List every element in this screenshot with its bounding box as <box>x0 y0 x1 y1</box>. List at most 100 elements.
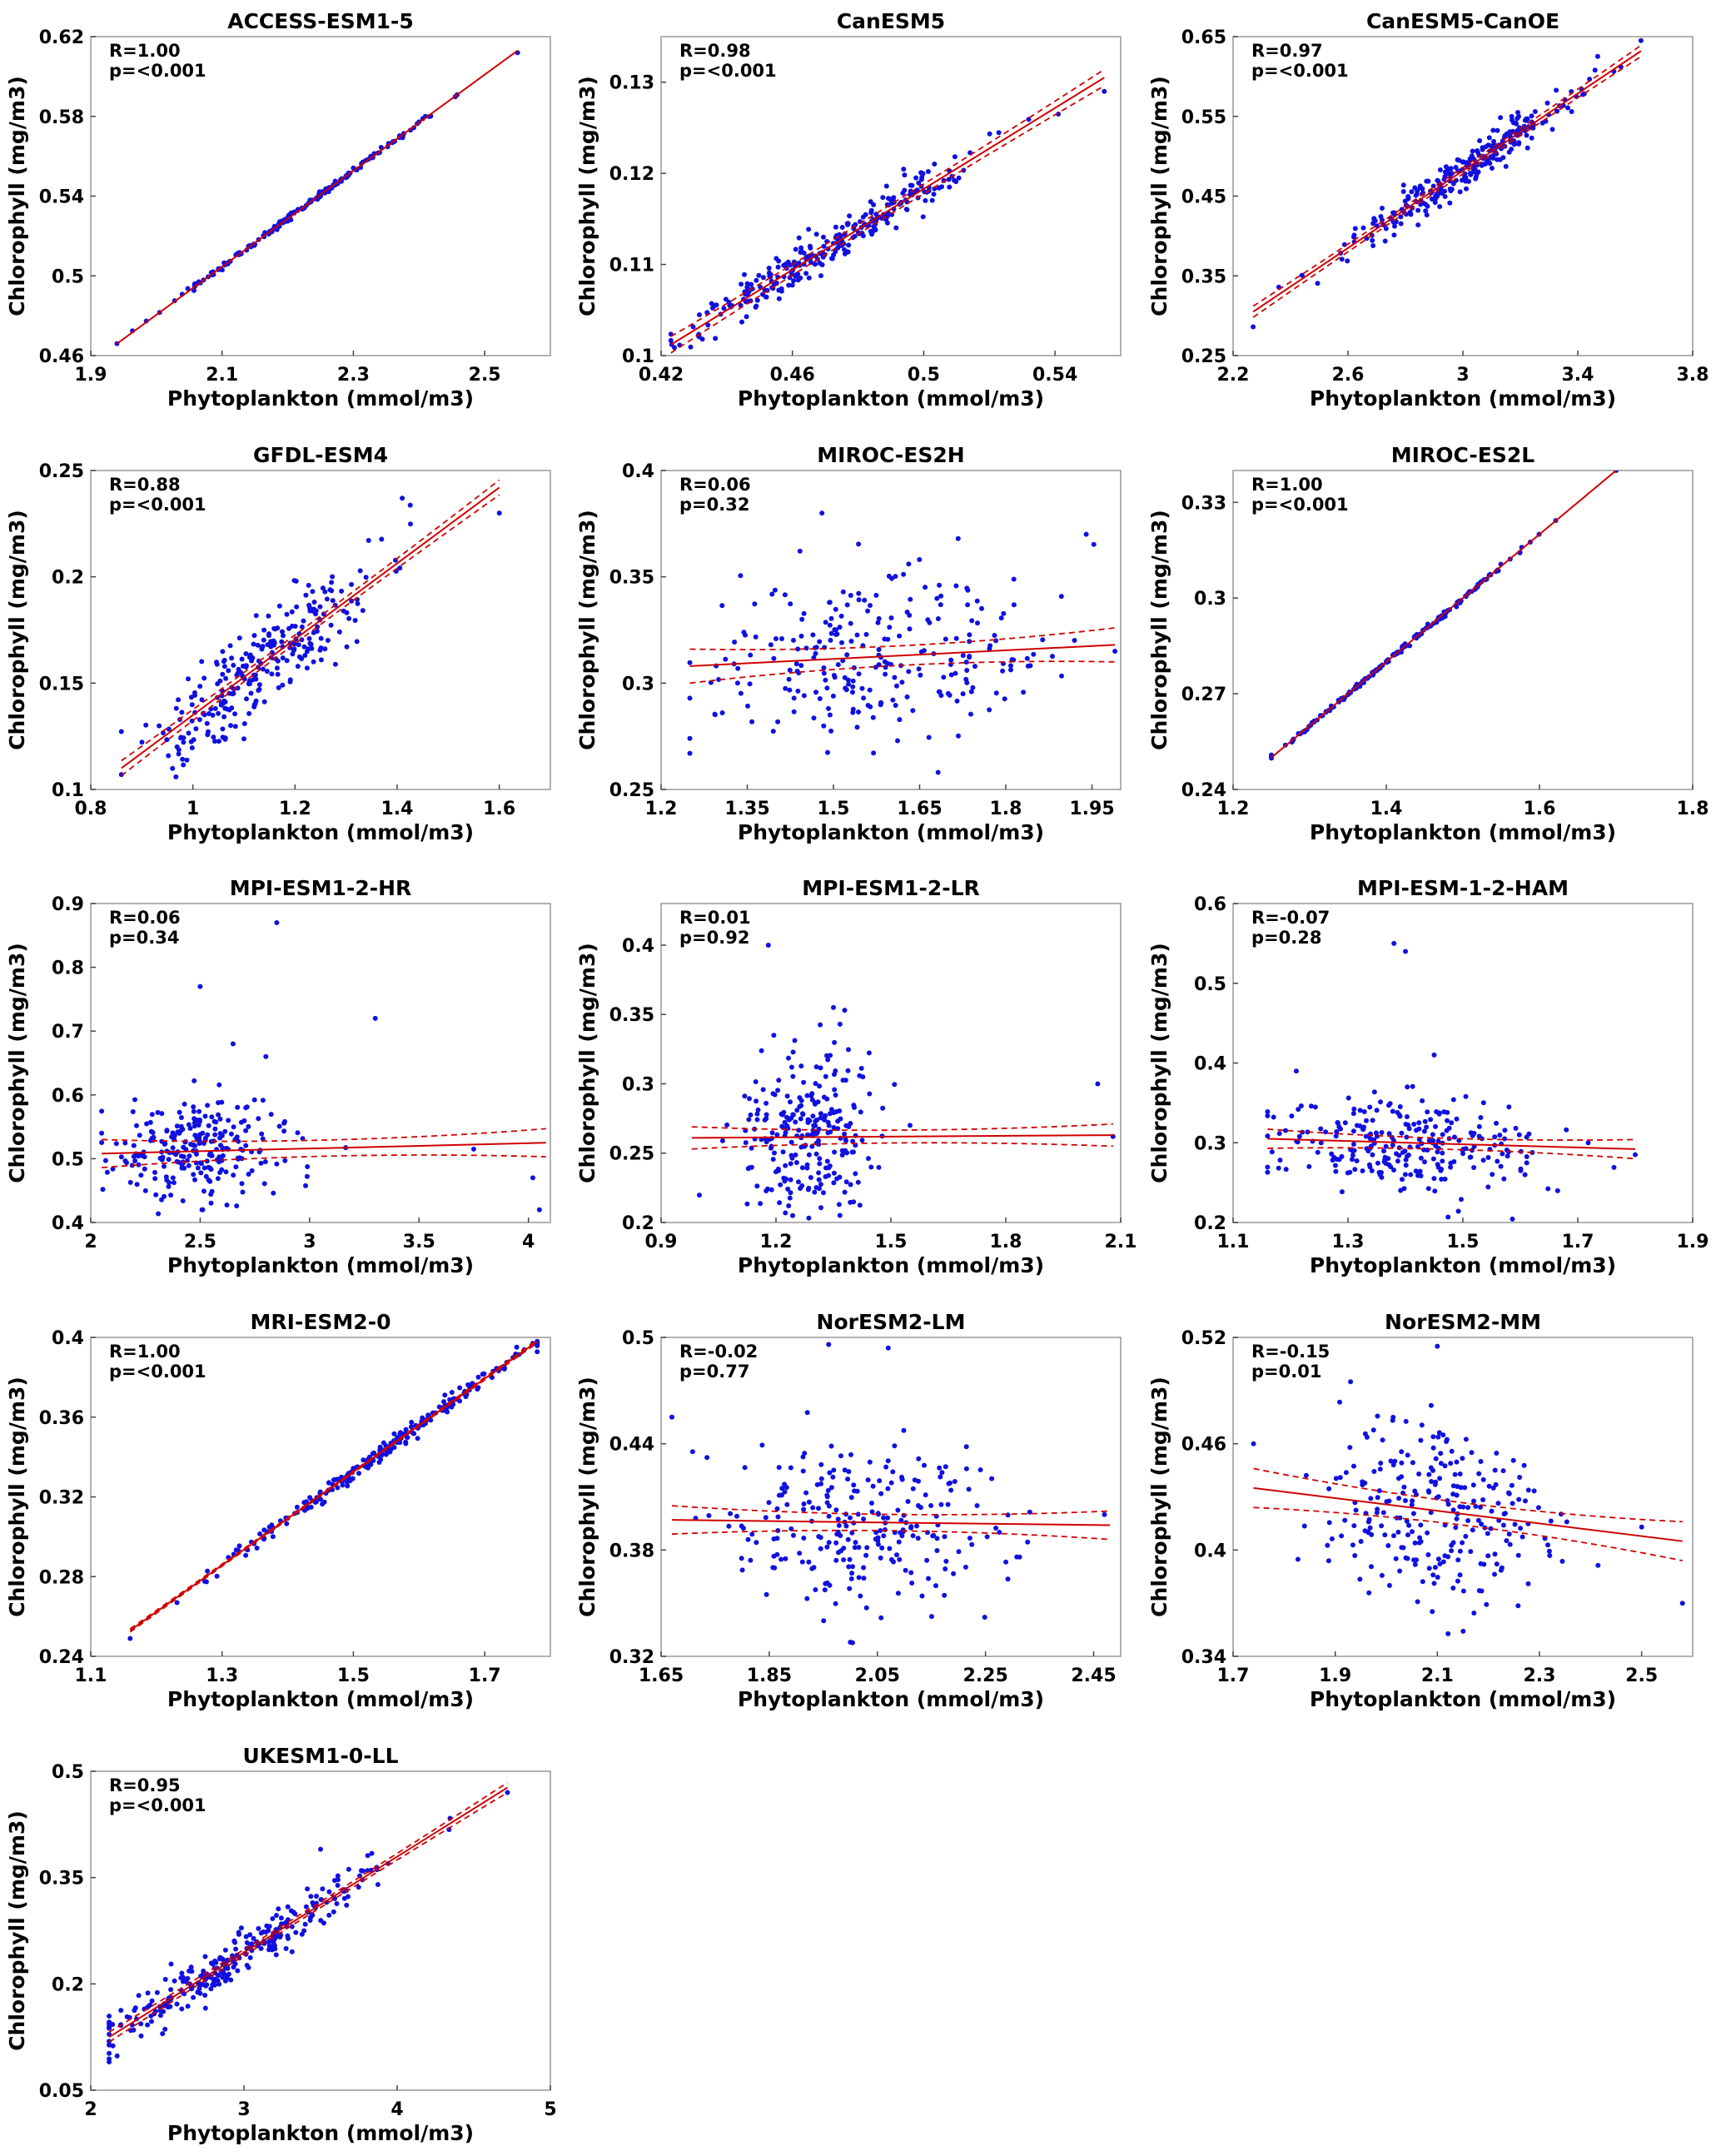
data-point <box>1424 178 1430 184</box>
y-tick-label: 0.5 <box>52 1149 84 1170</box>
data-point <box>1518 1166 1524 1172</box>
data-point <box>796 1179 801 1185</box>
data-point <box>856 1575 862 1581</box>
data-point <box>885 1458 891 1464</box>
data-point <box>331 1477 336 1483</box>
data-point <box>1025 663 1031 669</box>
data-point <box>830 693 836 699</box>
data-point <box>951 1571 957 1576</box>
data-point <box>131 2027 137 2033</box>
data-point <box>833 224 838 230</box>
data-point <box>1454 1459 1460 1465</box>
data-point <box>1416 1540 1422 1546</box>
data-point <box>198 1170 204 1176</box>
x-axis-label: Phytoplankton (mmol/m3) <box>167 2121 474 2145</box>
data-point <box>174 744 180 749</box>
data-point <box>232 724 238 729</box>
data-point <box>1460 1628 1466 1634</box>
data-point <box>1471 1131 1477 1136</box>
data-point <box>1545 1542 1550 1548</box>
data-point <box>1480 1158 1486 1163</box>
data-point <box>196 1108 202 1114</box>
data-point <box>869 1501 874 1506</box>
plot-area <box>118 479 502 779</box>
data-point <box>690 324 696 330</box>
data-point <box>772 1150 777 1156</box>
data-point <box>969 618 975 624</box>
data-point <box>818 1115 823 1121</box>
data-point <box>1326 1558 1331 1564</box>
data-point <box>853 1171 858 1177</box>
data-point <box>816 1138 821 1143</box>
data-point <box>308 1504 314 1510</box>
data-point <box>278 1915 284 1921</box>
data-point <box>920 214 926 220</box>
data-point <box>1358 1539 1364 1544</box>
data-point <box>1318 1126 1324 1132</box>
data-point <box>135 1153 141 1159</box>
regression-line <box>102 1142 546 1155</box>
data-point <box>231 662 236 668</box>
data-point <box>166 1183 172 1189</box>
x-tick-label: 2.2 <box>1217 365 1250 386</box>
data-point <box>1329 1151 1335 1157</box>
p-value-label: p=0.77 <box>679 1362 749 1382</box>
data-point <box>910 1533 916 1539</box>
data-point <box>1416 1120 1422 1126</box>
data-point <box>318 1846 323 1852</box>
data-point <box>176 751 182 757</box>
data-point <box>281 1128 287 1134</box>
data-point <box>1339 1153 1345 1159</box>
data-point <box>788 1177 793 1183</box>
data-point <box>828 1129 833 1135</box>
panel-mpi-esm-1-2-ham: 1.1 1.3 1.5 1.7 1.90.20.30.40.50.6R=-0.07p=0… <box>1147 876 1709 1277</box>
data-point <box>929 1614 934 1620</box>
data-point <box>178 1115 184 1120</box>
data-point <box>850 690 855 695</box>
data-point <box>1332 1163 1338 1168</box>
x-tick-label: 2 <box>84 1232 97 1252</box>
data-point <box>850 684 856 690</box>
data-point <box>918 170 924 176</box>
data-point <box>132 1158 138 1163</box>
data-point <box>850 1138 856 1144</box>
data-point <box>1301 1523 1307 1529</box>
data-point <box>833 1557 839 1563</box>
data-point <box>276 1906 281 1912</box>
data-point <box>1402 1172 1408 1178</box>
data-point <box>921 648 927 654</box>
data-point <box>788 1465 793 1471</box>
data-point <box>243 1934 249 1939</box>
data-point <box>1442 174 1448 179</box>
data-point <box>776 1465 782 1471</box>
data-point <box>236 1543 242 1549</box>
data-point <box>217 1135 223 1141</box>
data-point <box>749 719 755 724</box>
data-point <box>263 1053 269 1059</box>
data-point <box>220 1153 226 1158</box>
data-point <box>1450 1507 1456 1513</box>
data-point <box>704 1455 710 1461</box>
data-point <box>794 1108 800 1113</box>
data-point <box>938 602 943 608</box>
y-tick-label: 0.62 <box>39 27 84 48</box>
data-point <box>1445 1501 1451 1507</box>
data-point <box>918 177 924 182</box>
x-tick-label: 3 <box>303 1232 316 1252</box>
data-point <box>249 1168 255 1173</box>
data-point <box>1500 155 1506 161</box>
data-point <box>295 1130 301 1136</box>
y-tick-label: 0.12 <box>609 164 654 185</box>
data-point <box>1011 576 1017 582</box>
data-point <box>963 1466 969 1471</box>
data-point <box>1478 1504 1483 1510</box>
y-tick-label: 0.2 <box>52 568 84 589</box>
data-point <box>1592 67 1598 73</box>
data-point <box>1441 1109 1447 1115</box>
data-point <box>240 1189 246 1195</box>
data-point <box>189 702 195 708</box>
data-point <box>376 1460 382 1465</box>
data-point <box>1375 1160 1380 1166</box>
data-point <box>1375 1413 1380 1419</box>
data-point <box>759 1137 764 1143</box>
